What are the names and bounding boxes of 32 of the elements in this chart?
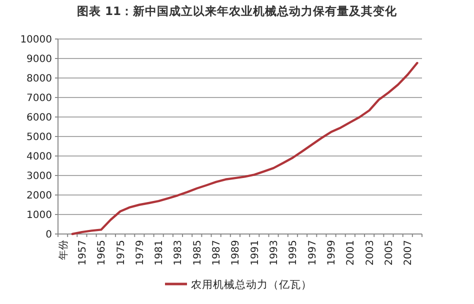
legend-label: 农用机械总动力（亿瓦） xyxy=(191,278,312,291)
x-tick-label: 1985 xyxy=(192,240,204,266)
x-tick-label: 1987 xyxy=(212,240,223,266)
y-tick-label: 6000 xyxy=(26,112,52,124)
x-tick-label: 2005 xyxy=(384,240,395,266)
y-tick-label: 10000 xyxy=(20,34,52,46)
y-tick-label: 5000 xyxy=(26,132,52,143)
y-tick-label: 0 xyxy=(46,230,52,240)
y-tick-label: 8000 xyxy=(26,74,52,84)
x-tick-label: 1989 xyxy=(230,240,242,266)
x-tick-label: 1979 xyxy=(134,240,146,266)
x-tick-label: 1965 xyxy=(96,240,108,266)
x-tick-label: 1981 xyxy=(154,240,166,266)
y-tick-label: 1000 xyxy=(26,210,52,221)
y-tick-label: 3000 xyxy=(26,171,52,182)
x-tick-label: 1983 xyxy=(173,240,184,266)
y-tick-label: 4000 xyxy=(26,152,52,162)
x-tick-label: 2007 xyxy=(403,240,414,266)
x-tick-label: 1975 xyxy=(116,240,127,266)
x-tick-label: 1999 xyxy=(326,240,338,266)
x-tick-label: 2003 xyxy=(364,240,376,266)
x-tick-label: 1995 xyxy=(288,240,300,266)
x-tick-label: 1957 xyxy=(77,240,88,266)
x-tick-label: 1993 xyxy=(269,240,280,266)
x-tick-label: 1997 xyxy=(307,240,318,266)
chart-title: 图表 11：新中国成立以来年农业机械总动力保有量及其变化 xyxy=(76,4,398,18)
y-tick-label: 7000 xyxy=(26,93,52,104)
x-tick-label: 年份 xyxy=(57,240,70,260)
x-tick-label: 2001 xyxy=(346,240,357,266)
y-tick-label: 9000 xyxy=(26,54,52,65)
y-tick-label: 2000 xyxy=(26,190,52,202)
x-tick-label: 1991 xyxy=(250,240,261,266)
